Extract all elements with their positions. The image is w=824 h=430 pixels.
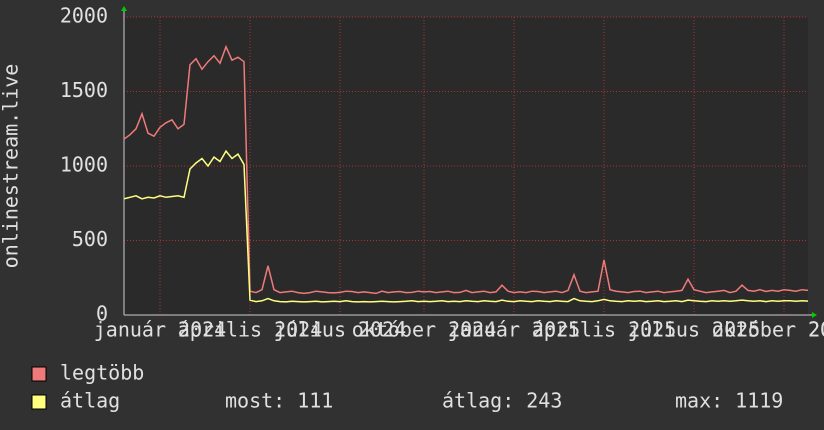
y-tick-label: 2000 xyxy=(60,4,108,28)
series-line xyxy=(123,44,809,295)
y-axis-label: onlinestream.live xyxy=(0,64,23,269)
x-tick-label: október 2025 xyxy=(712,318,824,342)
stat-label: max: xyxy=(675,389,723,413)
x-tick-label: január 2025 xyxy=(448,318,580,342)
stat-value: 243 xyxy=(526,389,562,413)
y-tick-label: 500 xyxy=(72,227,108,251)
y-tick-label: 1000 xyxy=(60,153,108,177)
stat-label: átlag: xyxy=(442,389,514,413)
y-tick-label: 1500 xyxy=(60,78,108,102)
legend-swatch xyxy=(31,394,47,410)
x-tick-label: július 2025 xyxy=(628,318,760,342)
series-line xyxy=(123,149,809,303)
legend-label: átlag xyxy=(60,389,120,413)
stat-label: most: xyxy=(225,389,285,413)
stat-value: 1119 xyxy=(735,389,783,413)
x-tick-label: július 2024 xyxy=(274,318,406,342)
x-tick-label: 20 xyxy=(808,318,824,342)
y-tick-label: 0 xyxy=(96,302,108,326)
legend-swatch xyxy=(31,366,47,382)
x-tick-label: április 2024 xyxy=(178,318,323,342)
x-tick-label: január 2024 xyxy=(94,318,226,342)
axis-arrow xyxy=(812,312,817,318)
x-tick-label: október 2024 xyxy=(352,318,497,342)
legend-label: legtöbb xyxy=(60,361,144,385)
x-tick-label: április 2025 xyxy=(532,318,677,342)
stat-value: 111 xyxy=(297,389,333,413)
axis-arrow xyxy=(121,6,127,11)
